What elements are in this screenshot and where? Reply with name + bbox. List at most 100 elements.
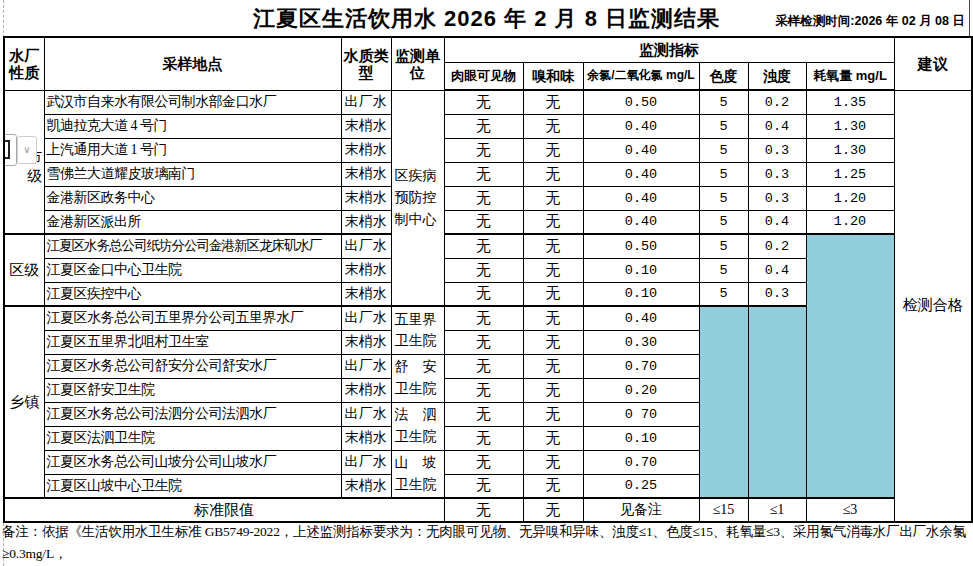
cell-visible: 无 xyxy=(444,306,523,330)
cell-visible: 无 xyxy=(444,378,523,402)
cell-odor: 无 xyxy=(523,426,583,450)
cell-odor: 无 xyxy=(523,114,583,138)
cell-visible: 无 xyxy=(444,402,523,426)
cell-visible: 无 xyxy=(444,450,523,474)
col-header-plant-type: 水厂性质 xyxy=(4,37,44,90)
cell-color: 5 xyxy=(699,90,748,114)
cell-water-type: 末梢水 xyxy=(341,138,391,162)
cell-visible: 无 xyxy=(444,426,523,450)
cell-chlorine: 0.40 xyxy=(583,186,699,210)
cell-visible: 无 xyxy=(444,210,523,234)
cell-site: 江夏区金口中心卫生院 xyxy=(44,258,341,282)
cell-chlorine: 0.70 xyxy=(583,354,699,378)
chevron-down-icon[interactable]: ∨ xyxy=(17,136,37,164)
table-row: 区级 江夏区水务总公司纸坊分公司金港新区龙床矶水厂 出厂水 无 无 0.50 5… xyxy=(4,234,972,258)
cell-odor: 无 xyxy=(523,162,583,186)
cell-chlorine: 0.10 xyxy=(583,426,699,450)
cell-unit: 山 坡 卫生院 xyxy=(391,450,444,498)
col-header-unit: 监测单位 xyxy=(391,37,444,90)
cell-odor: 无 xyxy=(523,306,583,330)
highlighted-empty-oxygen-cell xyxy=(806,234,894,498)
cell-odor: 无 xyxy=(523,330,583,354)
cell-site: 江夏区舒安卫生院 xyxy=(44,378,341,402)
col-header-chlorine: 余氯/二氧化氯 mg/L xyxy=(583,63,699,91)
cell-oxygen: 1.20 xyxy=(806,186,894,210)
cell-water-type: 末梢水 xyxy=(341,474,391,498)
cell-visible: 无 xyxy=(444,258,523,282)
cell-chlorine: 0.40 xyxy=(583,114,699,138)
cell-visible: 无 xyxy=(444,162,523,186)
cell-chlorine: 0.40 xyxy=(583,138,699,162)
cell-site: 江夏区山坡中心卫生院 xyxy=(44,474,341,498)
cell-color: 5 xyxy=(699,282,748,306)
cell-oxygen: 1.35 xyxy=(806,90,894,114)
limits-label: 标准限值 xyxy=(4,498,444,522)
limits-row: 标准限值 无 无 见备注 ≤15 ≤1 ≤3 xyxy=(4,498,972,522)
cell-site: 江夏区水务总公司法泗分公司法泗水厂 xyxy=(44,402,341,426)
col-header-indicators: 监测指标 xyxy=(444,37,894,63)
cell-water-type: 出厂水 xyxy=(341,402,391,426)
cell-water-type: 末梢水 xyxy=(341,186,391,210)
cell-visible: 无 xyxy=(444,234,523,258)
monitoring-table: 水厂性质 采样地点 水质类型 监测单位 监测指标 建议 肉眼可见物 嗅和味 余氯… xyxy=(3,36,973,523)
cell-site: 凯迪拉克大道 4 号门 xyxy=(44,114,341,138)
cell-color: 5 xyxy=(699,234,748,258)
cell-unit-city-district: 区疾病 预防控 制中心 xyxy=(391,90,444,306)
table-row: 上汽通用大道 1 号门 末梢水 无 无 0.40 5 0.3 1.30 xyxy=(4,138,972,162)
cell-chlorine: 0.50 xyxy=(583,90,699,114)
cell-oxygen: 1.30 xyxy=(806,138,894,162)
cell-odor: 无 xyxy=(523,138,583,162)
remarks-line-1: 备注：依据《生活饮用水卫生标准 GB5749-2022，上述监测指标要求为：无肉… xyxy=(2,521,971,566)
cell-water-type: 末梢水 xyxy=(341,162,391,186)
cell-chlorine: 0.20 xyxy=(583,378,699,402)
cell-turbidity: 0.3 xyxy=(748,186,806,210)
limit-visible: 无 xyxy=(444,498,523,522)
cell-odor: 无 xyxy=(523,186,583,210)
col-header-water-type: 水质类型 xyxy=(341,37,391,90)
cell-site: 上汽通用大道 1 号门 xyxy=(44,138,341,162)
cell-turbidity: 0.4 xyxy=(748,114,806,138)
cell-color: 5 xyxy=(699,138,748,162)
cell-chlorine: 0.40 xyxy=(583,210,699,234)
table-row: 金港新区政务中心 末梢水 无 无 0.40 5 0.3 1.20 xyxy=(4,186,972,210)
cell-odor: 无 xyxy=(523,234,583,258)
cell-site: 江夏区水务总公司五里界分公司五里界水厂 xyxy=(44,306,341,330)
cell-turbidity: 0.3 xyxy=(748,138,806,162)
cell-site: 金港新区政务中心 xyxy=(44,186,341,210)
cell-oxygen: 1.30 xyxy=(806,114,894,138)
remarks-note: 备注：依据《生活饮用水卫生标准 GB5749-2022，上述监测指标要求为：无肉… xyxy=(2,521,971,566)
cell-water-type: 出厂水 xyxy=(341,90,391,114)
col-header-odor-taste: 嗅和味 xyxy=(523,63,583,91)
cell-odor: 无 xyxy=(523,378,583,402)
cell-visible: 无 xyxy=(444,186,523,210)
highlighted-empty-color-cell xyxy=(699,306,748,498)
cell-odor: 无 xyxy=(523,282,583,306)
limit-odor: 无 xyxy=(523,498,583,522)
cell-water-type: 末梢水 xyxy=(341,258,391,282)
cell-oxygen: 1.20 xyxy=(806,210,894,234)
cell-water-type: 末梢水 xyxy=(341,282,391,306)
col-header-site: 采样地点 xyxy=(44,37,341,90)
cell-visible: 无 xyxy=(444,354,523,378)
cell-color: 5 xyxy=(699,114,748,138)
col-header-color: 色度 xyxy=(699,63,748,91)
cell-site: 江夏区水务总公司山坡分公司山坡水厂 xyxy=(44,450,341,474)
cell-water-type: 出厂水 xyxy=(341,234,391,258)
cell-water-type: 末梢水 xyxy=(341,426,391,450)
highlighted-empty-turbidity-cell xyxy=(748,306,806,498)
cell-visible: 无 xyxy=(444,138,523,162)
cell-site: 江夏区水务总公司纸坊分公司金港新区龙床矶水厂 xyxy=(44,234,341,258)
cell-oxygen: 1.25 xyxy=(806,162,894,186)
cell-chlorine: 0.10 xyxy=(583,258,699,282)
cell-site: 金港新区派出所 xyxy=(44,210,341,234)
cell-water-type: 末梢水 xyxy=(341,210,391,234)
cell-selection-artifact xyxy=(4,134,17,166)
cell-visible: 无 xyxy=(444,114,523,138)
cell-odor: 无 xyxy=(523,90,583,114)
limit-turbidity: ≤1 xyxy=(748,498,806,522)
cell-odor: 无 xyxy=(523,210,583,234)
cell-visible: 无 xyxy=(444,474,523,498)
cell-chlorine: 0.40 xyxy=(583,162,699,186)
limit-chlorine: 见备注 xyxy=(583,498,699,522)
table-row: 凯迪拉克大道 4 号门 末梢水 无 无 0.40 5 0.4 1.30 xyxy=(4,114,972,138)
